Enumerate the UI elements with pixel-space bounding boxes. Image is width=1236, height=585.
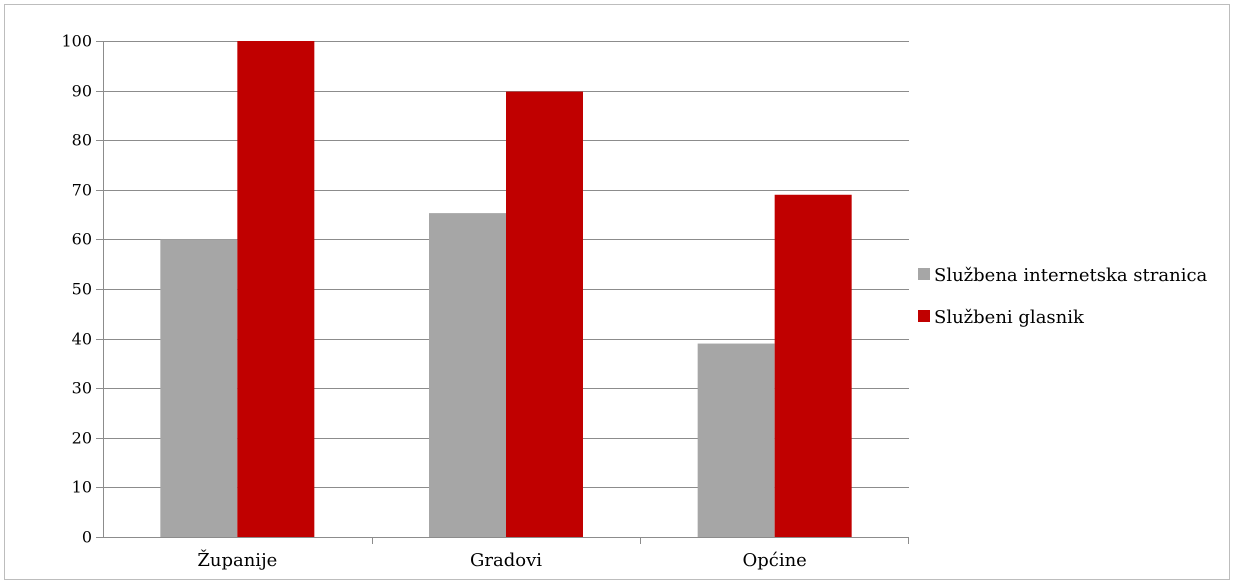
- bar-glasnik-0: [237, 41, 315, 537]
- x-category-labels: Županije Gradovi Općine: [197, 548, 806, 571]
- y-tick-label: 70: [72, 181, 92, 200]
- y-tick-label: 0: [82, 528, 92, 547]
- y-tick-labels: 0 10 20 30 40 50 60 70 80 90 100: [61, 32, 92, 547]
- y-tick-label: 100: [61, 32, 92, 51]
- y-tick-label: 50: [72, 280, 92, 299]
- y-tick-label: 40: [72, 330, 92, 349]
- bar-internet-page-0: [160, 239, 238, 537]
- x-category-label: Gradovi: [470, 550, 542, 571]
- bar-internet-page-2: [697, 343, 775, 537]
- legend-label: Službeni glasnik: [934, 307, 1085, 328]
- bar-internet-page-1: [429, 213, 506, 537]
- y-tick-label: 20: [72, 429, 92, 448]
- legend-swatch: [918, 268, 930, 280]
- y-tick-label: 30: [72, 379, 92, 398]
- legend-swatch: [918, 310, 930, 322]
- y-tick-label: 80: [72, 131, 92, 150]
- legend: Službena internetska stranica Službeni gl…: [918, 265, 1208, 328]
- x-category-label: Županije: [197, 548, 277, 571]
- legend-label: Službena internetska stranica: [934, 265, 1208, 286]
- y-tick-label: 60: [72, 230, 92, 249]
- bar-glasnik-2: [774, 194, 852, 537]
- bars: [160, 41, 852, 537]
- x-category-label: Općine: [742, 550, 806, 571]
- axes: [96, 41, 909, 544]
- bar-glasnik-1: [506, 91, 583, 537]
- y-tick-label: 10: [72, 478, 92, 497]
- y-tick-label: 90: [72, 82, 92, 101]
